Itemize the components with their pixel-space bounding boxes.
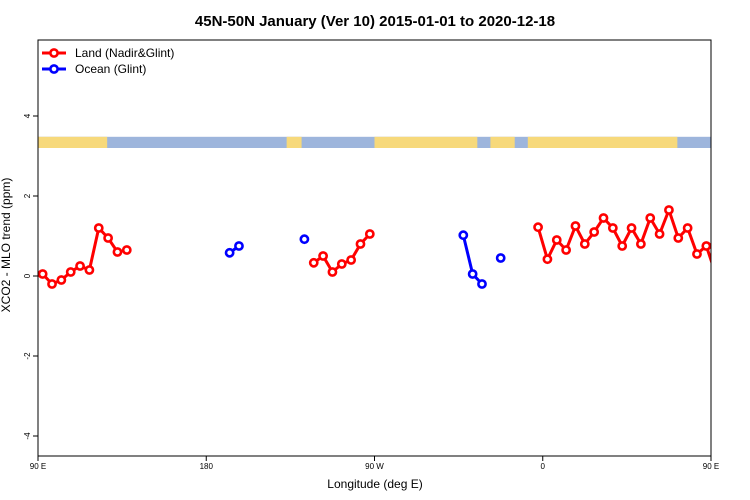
land-data-point <box>635 239 646 249</box>
land-data-point <box>327 267 338 277</box>
land-data-point <box>551 235 562 245</box>
land-data-point <box>740 268 747 275</box>
y-tick-label: 2 <box>23 193 32 198</box>
land-data-point <box>682 223 693 233</box>
land-data-point <box>364 229 375 239</box>
band-land <box>711 137 750 148</box>
land-data-point <box>589 227 600 237</box>
land-data-point <box>710 272 711 276</box>
land-data-point <box>103 233 114 243</box>
land-data-point <box>570 221 581 231</box>
y-axis-label: XCO2 - MLO trend (ppm) <box>0 178 13 313</box>
chart-title: 45N-50N January (Ver 10) 2015-01-01 to 2… <box>195 13 555 30</box>
legend-land-label: Land (Nadir&Glint) <box>75 46 174 60</box>
land-data-point <box>692 249 702 259</box>
land-data-point <box>731 276 738 283</box>
band-land <box>286 136 302 148</box>
y-axis: -4 -2 0 2 4 <box>23 113 38 440</box>
land-data-point <box>626 223 637 233</box>
land-data-point <box>84 265 95 275</box>
data-marks <box>38 205 747 289</box>
y-tick-label: 4 <box>23 113 32 118</box>
x-axis-label: Longitude (deg E) <box>327 477 422 491</box>
band-land <box>38 136 108 148</box>
legend-ocean-label: Ocean (Glint) <box>75 62 146 76</box>
land-data-point <box>701 241 711 251</box>
x-axis: 90 E 180 90 W 0 90 E <box>30 456 719 471</box>
y-tick-label: -2 <box>23 352 32 360</box>
ocean-data-point <box>477 279 487 289</box>
x-tick-label: 180 <box>200 462 214 471</box>
legend-ocean-marker <box>49 64 59 74</box>
y-tick-label: 0 <box>23 273 32 278</box>
legend: Land (Nadir&Glint) Ocean (Glint) <box>42 46 174 76</box>
land-data-point <box>654 229 665 239</box>
ocean-data-point <box>299 234 310 245</box>
land-data-point <box>65 267 76 277</box>
land-data-point <box>617 241 628 251</box>
land-data-point <box>308 257 319 268</box>
x-tick-label: 90 E <box>30 462 46 471</box>
ocean-data-point <box>467 269 478 279</box>
land-data-point <box>645 213 656 223</box>
land-data-point <box>56 275 67 285</box>
x-tick-label: 90 E <box>703 462 719 471</box>
land-data-point <box>355 239 366 249</box>
land-data-point <box>121 245 132 255</box>
land-data-point <box>561 245 572 255</box>
land-series-line <box>41 224 128 286</box>
land-data-point <box>346 255 357 265</box>
land-data-point <box>673 233 684 243</box>
land-data-point <box>598 213 609 223</box>
band-land <box>374 136 478 148</box>
land-data-point <box>47 279 57 289</box>
y-tick-label: -4 <box>23 432 32 440</box>
ocean-data-point <box>224 247 235 258</box>
ocean-data-point <box>495 253 506 263</box>
land-data-point <box>93 223 104 233</box>
land-data-point <box>336 259 347 269</box>
land-ocean-band <box>38 136 750 148</box>
legend-land-marker <box>49 48 59 58</box>
band-land <box>527 136 678 148</box>
ocean-data-point <box>458 230 469 241</box>
land-data-point <box>318 251 328 261</box>
land-data-point <box>112 247 123 257</box>
land-data-point <box>579 239 590 249</box>
land-data-point <box>533 222 543 233</box>
x-tick-label: 0 <box>541 462 546 471</box>
ocean-data-point <box>234 241 244 251</box>
land-data-point <box>38 269 48 279</box>
plot-frame <box>37 39 712 457</box>
land-data-point <box>607 223 618 233</box>
land-data-point <box>542 254 553 265</box>
land-data-point <box>664 205 674 215</box>
x-tick-label: 90 W <box>365 462 384 471</box>
band-land <box>490 136 515 148</box>
land-data-point <box>75 261 85 271</box>
land-data-point <box>721 280 728 287</box>
